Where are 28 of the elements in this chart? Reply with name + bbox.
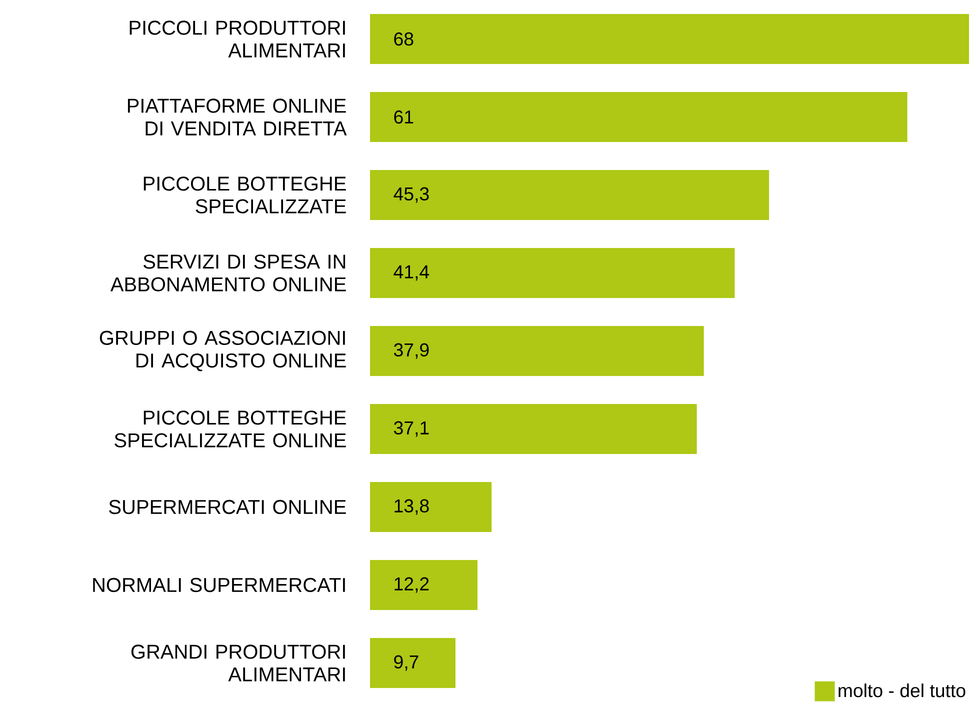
y-tick-label: PIATTAFORME ONLINE DI VENDITA DIRETTA (128, 98, 347, 136)
legend-label: molto - del tutto (838, 684, 966, 698)
bar (370, 404, 697, 454)
data-label: 45,3 (394, 187, 429, 203)
bar (370, 482, 492, 532)
y-tick-label: PICCOLI PRODUTTORI ALIMENTARI (130, 20, 345, 58)
data-label: 37,9 (394, 343, 429, 359)
y-tick-label: PICCOLE BOTTEGHE SPECIALIZZATE ONLINE (114, 410, 346, 448)
y-tick-label: GRANDI PRODUTTORI ALIMENTARI (131, 644, 345, 682)
bar (370, 170, 770, 220)
data-label: 68 (394, 32, 414, 46)
data-label: 61 (394, 110, 414, 124)
data-label: 41,4 (394, 265, 430, 281)
data-label: 12,2 (394, 577, 429, 593)
y-tick-label: PICCOLE BOTTEGHE SPECIALIZZATE (144, 176, 346, 214)
bar (370, 248, 735, 298)
data-label: 9,7 (394, 655, 418, 671)
bar (370, 638, 456, 688)
y-tick-label: NORMALI SUPERMERCATI (93, 578, 345, 592)
bar (370, 14, 969, 64)
bar (370, 92, 908, 142)
y-tick-label: SERVIZI DI SPESA IN ABBONAMENTO ONLINE (110, 254, 346, 292)
y-tick-label: GRUPPI O ASSOCIAZIONI DI ACQUISTO ONLINE (100, 330, 346, 372)
data-label: 37,1 (394, 421, 429, 437)
bar (370, 560, 478, 610)
bar (370, 326, 704, 376)
data-label: 13,8 (394, 499, 429, 515)
y-tick-label: SUPERMERCATI ONLINE (109, 500, 346, 514)
